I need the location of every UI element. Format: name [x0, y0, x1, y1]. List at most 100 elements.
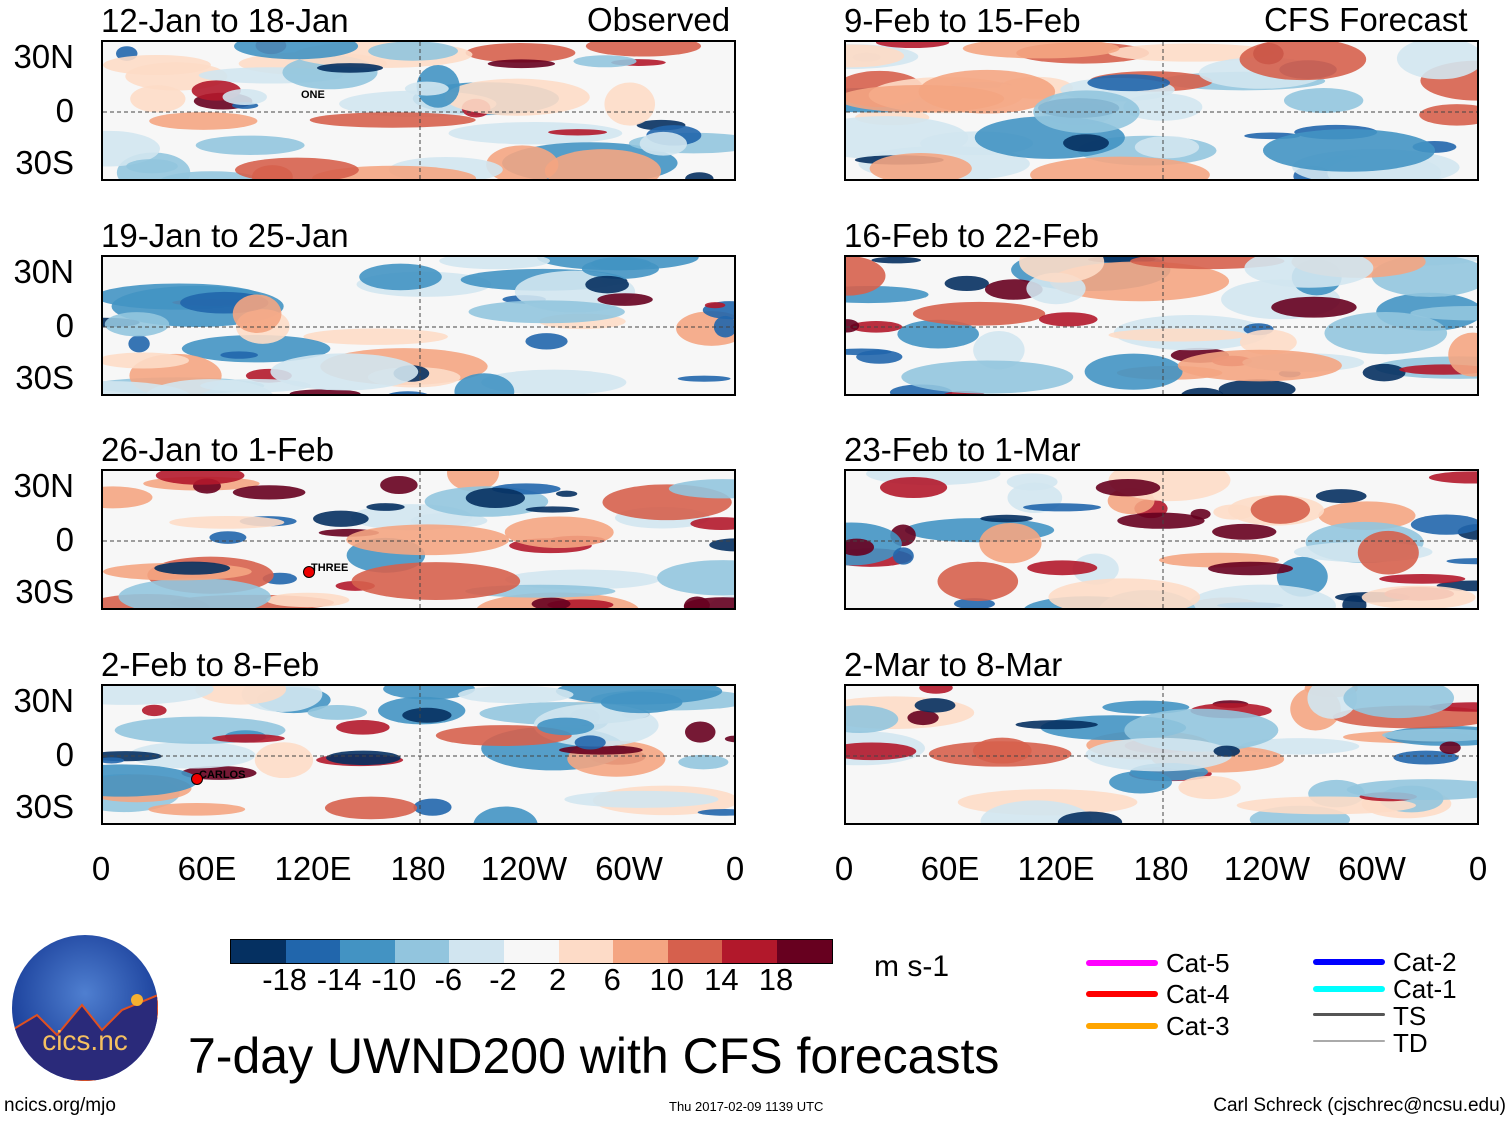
wind-anomaly-contour: [169, 515, 285, 529]
wind-anomaly-contour: [709, 538, 734, 552]
wind-anomaly-contour: [1324, 312, 1448, 355]
wind-anomaly-contour: [1177, 349, 1342, 382]
wind-anomaly-contour: [289, 389, 361, 394]
wind-anomaly-contour: [846, 319, 860, 333]
wind-anomaly-contour: [232, 485, 306, 500]
lon-label: 60E: [177, 850, 237, 887]
lon-label: 60E: [920, 850, 980, 887]
colorbar: [230, 939, 833, 964]
wind-anomaly-contour: [444, 78, 590, 116]
wind-anomaly-contour: [209, 531, 247, 544]
panel-title: 2-Feb to 8-Feb: [101, 646, 320, 683]
wind-anomaly-contour: [141, 704, 167, 717]
panel-title: 19-Jan to 25-Jan: [101, 217, 349, 254]
wind-anomaly-contour: [1208, 561, 1294, 576]
wind-anomaly-contour: [155, 471, 245, 485]
wind-anomaly-contour: [846, 116, 969, 160]
colorbar-swatch: [722, 940, 777, 963]
wind-anomaly-contour: [1393, 750, 1459, 765]
wind-anomaly-contour: [1318, 501, 1416, 530]
wind-anomaly-contour: [1038, 312, 1098, 327]
wind-anomaly-contour: [1283, 88, 1364, 113]
legend-label: TD: [1393, 1028, 1428, 1058]
lat-label: 30S: [15, 788, 74, 825]
wind-anomaly-contour: [1107, 43, 1275, 62]
logo-text: cics.nc: [42, 1025, 128, 1056]
lon-label: 120W: [480, 850, 568, 887]
lat-label: 30N: [13, 38, 74, 75]
wind-anomaly-contour: [366, 503, 405, 511]
wind-anomaly-contour: [1134, 135, 1200, 159]
colorbar-swatch: [558, 940, 614, 963]
wind-anomaly-contour: [103, 686, 214, 705]
wind-anomaly-contour: [697, 809, 734, 816]
legend-line-cat-1: [1313, 986, 1385, 992]
wind-anomaly-contour: [270, 353, 419, 391]
wind-anomaly-contour: [1361, 585, 1476, 608]
footer-url[interactable]: ncics.org/mjo: [4, 1095, 116, 1116]
wind-anomaly-contour: [1063, 134, 1109, 152]
wind-anomaly-contour: [128, 335, 150, 353]
wind-anomaly-contour: [972, 737, 1032, 764]
panel-title: 23-Feb to 1-Mar: [844, 431, 1081, 468]
wind-anomaly-contour: [574, 735, 606, 750]
map-panel: [101, 255, 736, 396]
wind-anomaly-contour: [154, 561, 231, 575]
wind-anomaly-contour: [222, 88, 267, 106]
wind-anomaly-contour: [473, 806, 538, 823]
colorbar-swatch: [231, 940, 286, 963]
wind-anomaly-contour: [683, 597, 734, 608]
wind-anomaly-contour: [454, 373, 515, 394]
wind-anomaly-contour: [1419, 104, 1477, 126]
colorbar-swatch: [285, 940, 341, 963]
colorbar-tick-label: -2: [489, 962, 517, 997]
wind-anomaly-contour: [1357, 530, 1419, 575]
wind-anomaly-contour: [149, 112, 258, 130]
panel-title: 2-Mar to 8-Mar: [844, 646, 1063, 683]
wind-anomaly-contour: [465, 487, 525, 509]
wind-anomaly-contour: [914, 698, 956, 713]
wind-anomaly-contour: [448, 122, 623, 145]
lon-label: 0: [834, 850, 854, 887]
lat-label: 30S: [15, 144, 74, 181]
wind-anomaly-contour: [869, 153, 972, 179]
wind-anomaly-contour: [907, 710, 939, 726]
wind-anomaly-contour: [307, 705, 368, 720]
wind-anomaly-contour: [1181, 387, 1224, 394]
lat-label: 0: [55, 307, 74, 344]
storm-label: THREE: [311, 562, 349, 574]
figure-title: 7-day UWND200 with CFS forecasts: [188, 1028, 1000, 1084]
wind-anomaly-contour: [458, 686, 574, 704]
wind-anomaly-contour: [234, 42, 359, 60]
wind-anomaly-contour: [1410, 305, 1477, 321]
wind-anomaly-contour: [303, 328, 448, 345]
legend-line-td: [1313, 1040, 1385, 1042]
observed-header: Observed: [587, 1, 731, 38]
wind-anomaly-contour: [316, 63, 384, 73]
wind-anomaly-contour: [129, 741, 256, 769]
wind-anomaly-contour: [118, 578, 271, 608]
lon-label: 180: [1133, 850, 1189, 887]
wind-anomaly-contour: [973, 330, 1025, 370]
wind-anomaly-contour: [1439, 741, 1461, 755]
wind-anomaly-contour: [359, 263, 442, 291]
colorbar-swatch: [776, 940, 832, 963]
wind-anomaly-contour: [564, 790, 719, 808]
wind-anomaly-contour: [380, 475, 418, 495]
lon-label: 60W: [1338, 850, 1406, 887]
wind-anomaly-contour: [1057, 811, 1123, 823]
wind-anomaly-contour: [724, 735, 734, 743]
wind-anomaly-contour: [1085, 737, 1233, 772]
wind-anomaly-contour: [435, 725, 572, 746]
wind-anomaly-contour: [979, 523, 1042, 564]
legend-label: TS: [1393, 1001, 1427, 1031]
wind-anomaly-contour: [678, 754, 729, 770]
wind-anomaly-contour: [600, 691, 683, 714]
forecast-header: CFS Forecast: [1264, 1, 1468, 38]
wind-anomaly-contour: [919, 686, 953, 694]
lon-label: 120W: [1223, 850, 1311, 887]
map-panel: [101, 40, 736, 181]
wind-anomaly-contour: [346, 524, 510, 556]
wind-anomaly-contour: [1027, 560, 1098, 576]
lon-label: 120E: [1017, 850, 1095, 887]
